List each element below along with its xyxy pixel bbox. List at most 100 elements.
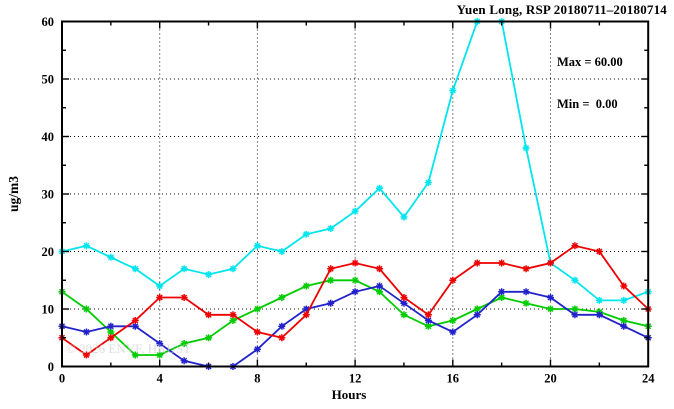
blue-line-marker — [352, 288, 359, 295]
green-line-marker — [132, 351, 139, 359]
watermark: © 2026 ENVF, HKUST — [66, 341, 192, 356]
red-line-marker — [425, 311, 432, 318]
blue-line-marker — [327, 300, 334, 307]
cyan-line-marker — [107, 254, 114, 261]
cyan-line-marker — [425, 179, 432, 186]
x-tick-label: 24 — [642, 372, 655, 386]
green-line-marker — [498, 294, 505, 301]
max-min-annotation: Max = 60.00 Min = 0.00 — [557, 27, 623, 139]
red-line-marker — [229, 311, 237, 318]
red-line-marker — [107, 334, 114, 341]
y-tick-label: 50 — [42, 73, 55, 87]
y-tick-label: 0 — [48, 360, 54, 374]
blue-line-marker — [400, 300, 407, 307]
red-line-marker — [474, 259, 481, 267]
y-tick-label: 20 — [42, 245, 55, 259]
cyan-line-marker — [303, 231, 310, 238]
blue-line-marker — [474, 311, 481, 318]
blue-line-marker — [523, 288, 530, 295]
cyan-line-marker — [400, 213, 407, 221]
green-line-marker — [400, 311, 407, 318]
y-tick-label: 40 — [42, 130, 55, 144]
green-line-marker — [107, 328, 114, 336]
red-line-marker — [132, 317, 139, 324]
green-line-marker — [83, 305, 90, 313]
red-line-marker — [498, 259, 505, 267]
red-line-marker — [181, 294, 188, 301]
x-tick-label: 12 — [349, 372, 362, 386]
blue-line-marker — [571, 311, 578, 318]
red-line-marker — [156, 294, 163, 301]
x-tick-label: 20 — [544, 372, 557, 386]
red-line-marker — [376, 265, 383, 272]
green-line-marker — [303, 282, 310, 290]
green-line-marker — [205, 334, 212, 341]
blue-line-marker — [449, 328, 456, 336]
red-line-marker — [400, 294, 407, 301]
red-line-marker — [352, 259, 359, 267]
blue-line-marker — [303, 305, 310, 313]
cyan-line-marker — [352, 208, 359, 215]
blue-line-marker — [181, 357, 188, 364]
green-line-marker — [620, 317, 627, 324]
red-line-marker — [547, 259, 554, 267]
green-line-marker — [278, 294, 285, 301]
cyan-line-marker — [278, 248, 285, 255]
blue-line-marker — [498, 288, 505, 295]
blue-line-marker — [376, 282, 383, 290]
red-line-marker — [83, 351, 90, 359]
cyan-line-marker — [523, 144, 530, 152]
cyan-line-marker — [132, 265, 139, 272]
cyan-line-marker — [181, 265, 188, 272]
blue-line-marker — [278, 323, 285, 330]
x-tick-label: 8 — [254, 372, 260, 386]
blue-line-marker — [83, 328, 90, 336]
red-line-marker — [254, 328, 261, 336]
cyan-line-marker — [229, 265, 237, 272]
red-line-marker — [571, 242, 578, 249]
green-line-marker — [229, 317, 237, 324]
red-line-marker — [620, 282, 627, 290]
x-axis-title: Hours — [331, 387, 367, 402]
y-tick-label: 10 — [42, 303, 55, 317]
cyan-line-marker — [449, 87, 456, 94]
blue-line-marker — [620, 323, 627, 330]
x-tick-label: 0 — [59, 372, 65, 386]
cyan-line-marker — [571, 277, 578, 284]
blue-line-marker — [547, 294, 554, 301]
cyan-line-marker — [596, 297, 603, 304]
red-line-marker — [303, 311, 310, 318]
red-line-marker — [205, 311, 212, 318]
blue-line-marker — [107, 323, 114, 330]
cyan-line-marker — [327, 225, 334, 232]
cyan-line-marker — [156, 282, 163, 290]
green-line-marker — [523, 300, 530, 307]
y-tick-label: 30 — [42, 188, 55, 202]
blue-line-marker — [425, 317, 432, 324]
min-value-label: Min = 0.00 — [557, 97, 618, 111]
cyan-line-marker — [376, 185, 383, 192]
green-line-marker — [547, 305, 554, 313]
x-tick-label: 4 — [157, 372, 164, 386]
green-line-marker — [376, 288, 383, 295]
red-line-marker — [278, 334, 285, 341]
green-line-marker — [449, 317, 456, 324]
cyan-line-marker — [254, 242, 261, 249]
red-line-marker — [327, 265, 334, 272]
red-line-marker — [523, 265, 530, 272]
green-line-marker — [571, 305, 578, 313]
red-line-marker — [449, 277, 456, 284]
green-line-marker — [425, 323, 432, 330]
blue-line-marker — [596, 311, 603, 318]
blue-line-marker — [156, 340, 163, 347]
x-tick-label: 16 — [447, 372, 460, 386]
green-line-marker — [352, 277, 359, 284]
green-line-marker — [474, 305, 481, 313]
green-line-marker — [181, 340, 188, 347]
green-line-marker — [156, 351, 163, 359]
green-line-marker — [327, 277, 334, 284]
y-axis-title: ug/m3 — [6, 175, 21, 213]
cyan-line-marker — [205, 271, 212, 278]
